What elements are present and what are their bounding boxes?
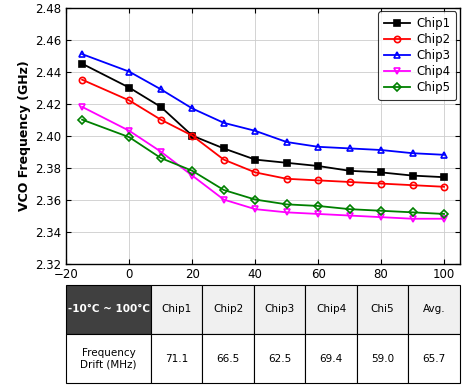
Chip3 [284, 140, 290, 144]
Chip2 [79, 77, 85, 82]
Chip5 [127, 135, 132, 140]
Chip4 [441, 216, 447, 221]
X-axis label: Temperature (°C): Temperature (°C) [195, 286, 331, 300]
Line: Chip4: Chip4 [79, 104, 447, 222]
Chip5 [347, 207, 353, 211]
Chip2 [284, 176, 290, 181]
Line: Chip3: Chip3 [79, 51, 447, 158]
Chip1 [127, 86, 132, 90]
Chip3 [441, 152, 447, 157]
Chip4 [378, 215, 384, 219]
Chip3 [158, 87, 164, 92]
Chip2 [190, 133, 195, 138]
Chip4 [190, 173, 195, 178]
Chip2 [158, 117, 164, 122]
Chip1 [252, 157, 258, 162]
Chip1 [378, 170, 384, 175]
Chip1 [315, 164, 321, 168]
Chip5 [410, 210, 415, 215]
Chip5 [221, 188, 227, 192]
Chip3 [221, 120, 227, 125]
Chip2 [347, 180, 353, 184]
Chip2 [252, 170, 258, 175]
Chip4 [284, 210, 290, 215]
Chip3 [127, 69, 132, 74]
Chip3 [252, 128, 258, 133]
Chip1 [410, 173, 415, 178]
Chip1 [441, 175, 447, 180]
Chip3 [79, 52, 85, 57]
Chip5 [158, 156, 164, 160]
Chip3 [378, 148, 384, 152]
Chip3 [347, 146, 353, 151]
Chip4 [315, 212, 321, 216]
Chip1 [190, 133, 195, 138]
Chip3 [190, 106, 195, 111]
Chip2 [127, 98, 132, 103]
Chip4 [79, 104, 85, 109]
Chip5 [315, 204, 321, 208]
Chip2 [410, 183, 415, 188]
Line: Chip5: Chip5 [79, 116, 447, 217]
Chip5 [252, 197, 258, 202]
Chip3 [410, 151, 415, 156]
Chip2 [221, 157, 227, 162]
Chip1 [79, 62, 85, 66]
Chip4 [127, 128, 132, 133]
Line: Chip1: Chip1 [79, 60, 447, 180]
Chip2 [378, 181, 384, 186]
Chip3 [315, 144, 321, 149]
Chip5 [190, 168, 195, 173]
Chip1 [347, 168, 353, 173]
Chip4 [252, 207, 258, 211]
Legend: Chip1, Chip2, Chip3, Chip4, Chip5: Chip1, Chip2, Chip3, Chip4, Chip5 [378, 11, 456, 100]
Chip1 [221, 146, 227, 151]
Chip5 [79, 117, 85, 122]
Chip5 [378, 209, 384, 213]
Chip1 [284, 161, 290, 165]
Chip2 [441, 185, 447, 189]
Chip5 [284, 202, 290, 207]
Chip4 [221, 197, 227, 202]
Chip5 [441, 212, 447, 216]
Chip4 [158, 149, 164, 154]
Y-axis label: VCO Frequency (GHz): VCO Frequency (GHz) [18, 60, 31, 211]
Chip4 [347, 213, 353, 218]
Chip2 [315, 178, 321, 183]
Chip4 [410, 216, 415, 221]
Chip1 [158, 104, 164, 109]
Line: Chip2: Chip2 [79, 77, 447, 190]
